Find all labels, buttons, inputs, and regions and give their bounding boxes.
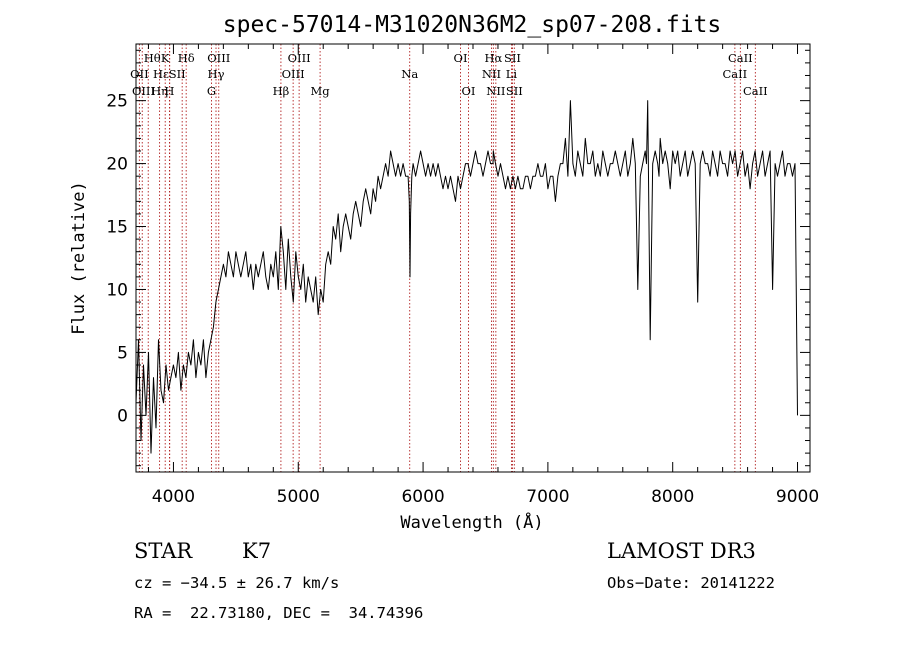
- y-tick-label-5: 5: [117, 343, 128, 363]
- line-label-5: OI: [454, 51, 468, 65]
- line-label-1: K: [161, 51, 170, 65]
- plot-frame: [135, 43, 811, 473]
- line-label-3: OIII: [207, 51, 230, 65]
- spectral-type: K7: [242, 539, 272, 563]
- flux-series: [135, 100, 798, 454]
- x-tick-label-8000: 8000: [651, 487, 694, 507]
- line-label-9: OII: [130, 67, 149, 81]
- obs-date: Obs−Date: 20141222: [607, 574, 775, 592]
- line-label-19: Hη: [151, 84, 168, 98]
- line-label-23: Mg: [311, 84, 331, 98]
- coordinates: RA = 22.73180, DEC = 34.74396: [134, 604, 424, 622]
- x-tick-label-6000: 6000: [401, 487, 444, 507]
- x-tick-label-5000: 5000: [277, 487, 320, 507]
- line-label-17: CaII: [722, 67, 747, 81]
- line-label-22: Hβ: [273, 84, 290, 98]
- x-tick-label-9000: 9000: [776, 487, 819, 507]
- line-label-21: G: [207, 84, 216, 98]
- line-label-26: SII: [506, 84, 523, 98]
- redshift-cz: cz = −34.5 ± 26.7 km/s: [134, 574, 340, 592]
- line-label-27: CaII: [743, 84, 768, 98]
- spectral-line-markers: [138, 44, 756, 472]
- line-label-20: H: [164, 84, 174, 98]
- y-tick-label-20: 20: [106, 155, 128, 175]
- y-tick-label-15: 15: [106, 218, 128, 238]
- line-label-15: NII: [482, 67, 501, 81]
- series-flux: [135, 100, 798, 454]
- y-axis-label: Flux (relative): [69, 181, 89, 335]
- line-label-2: Hδ: [178, 51, 195, 65]
- line-label-18: OIII: [132, 84, 155, 98]
- x-tick-label-4000: 4000: [152, 487, 195, 507]
- line-label-7: SII: [504, 51, 521, 65]
- chart-title: spec-57014-M31020N36M2_sp07-208.fits: [223, 12, 722, 38]
- star-label: STAR: [134, 539, 193, 563]
- line-label-13: OIII: [282, 67, 305, 81]
- line-label-6: Hα: [484, 51, 502, 65]
- axes: 4000 5000 6000 7000 8000 9000 0 5 10 15 20 25: [106, 44, 819, 507]
- x-tick-label-7000: 7000: [526, 487, 569, 507]
- line-label-11: SII: [169, 67, 186, 81]
- survey-name: LAMOST DR3: [607, 539, 756, 563]
- line-label-25: NII: [486, 84, 505, 98]
- line-label-0: Hθ: [144, 51, 161, 65]
- line-label-12: Hγ: [208, 67, 225, 81]
- line-label-16: Li: [506, 67, 518, 81]
- x-axis-label: Wavelength (Å): [400, 511, 543, 533]
- line-label-24: OI: [462, 84, 476, 98]
- y-tick-label-25: 25: [106, 92, 128, 112]
- line-label-8: CaII: [728, 51, 753, 65]
- line-label-14: Na: [401, 67, 418, 81]
- y-tick-label-0: 0: [117, 406, 128, 426]
- line-label-4: OIII: [288, 51, 311, 65]
- y-tick-label-10: 10: [106, 280, 128, 300]
- line-label-10: Hε: [153, 67, 169, 81]
